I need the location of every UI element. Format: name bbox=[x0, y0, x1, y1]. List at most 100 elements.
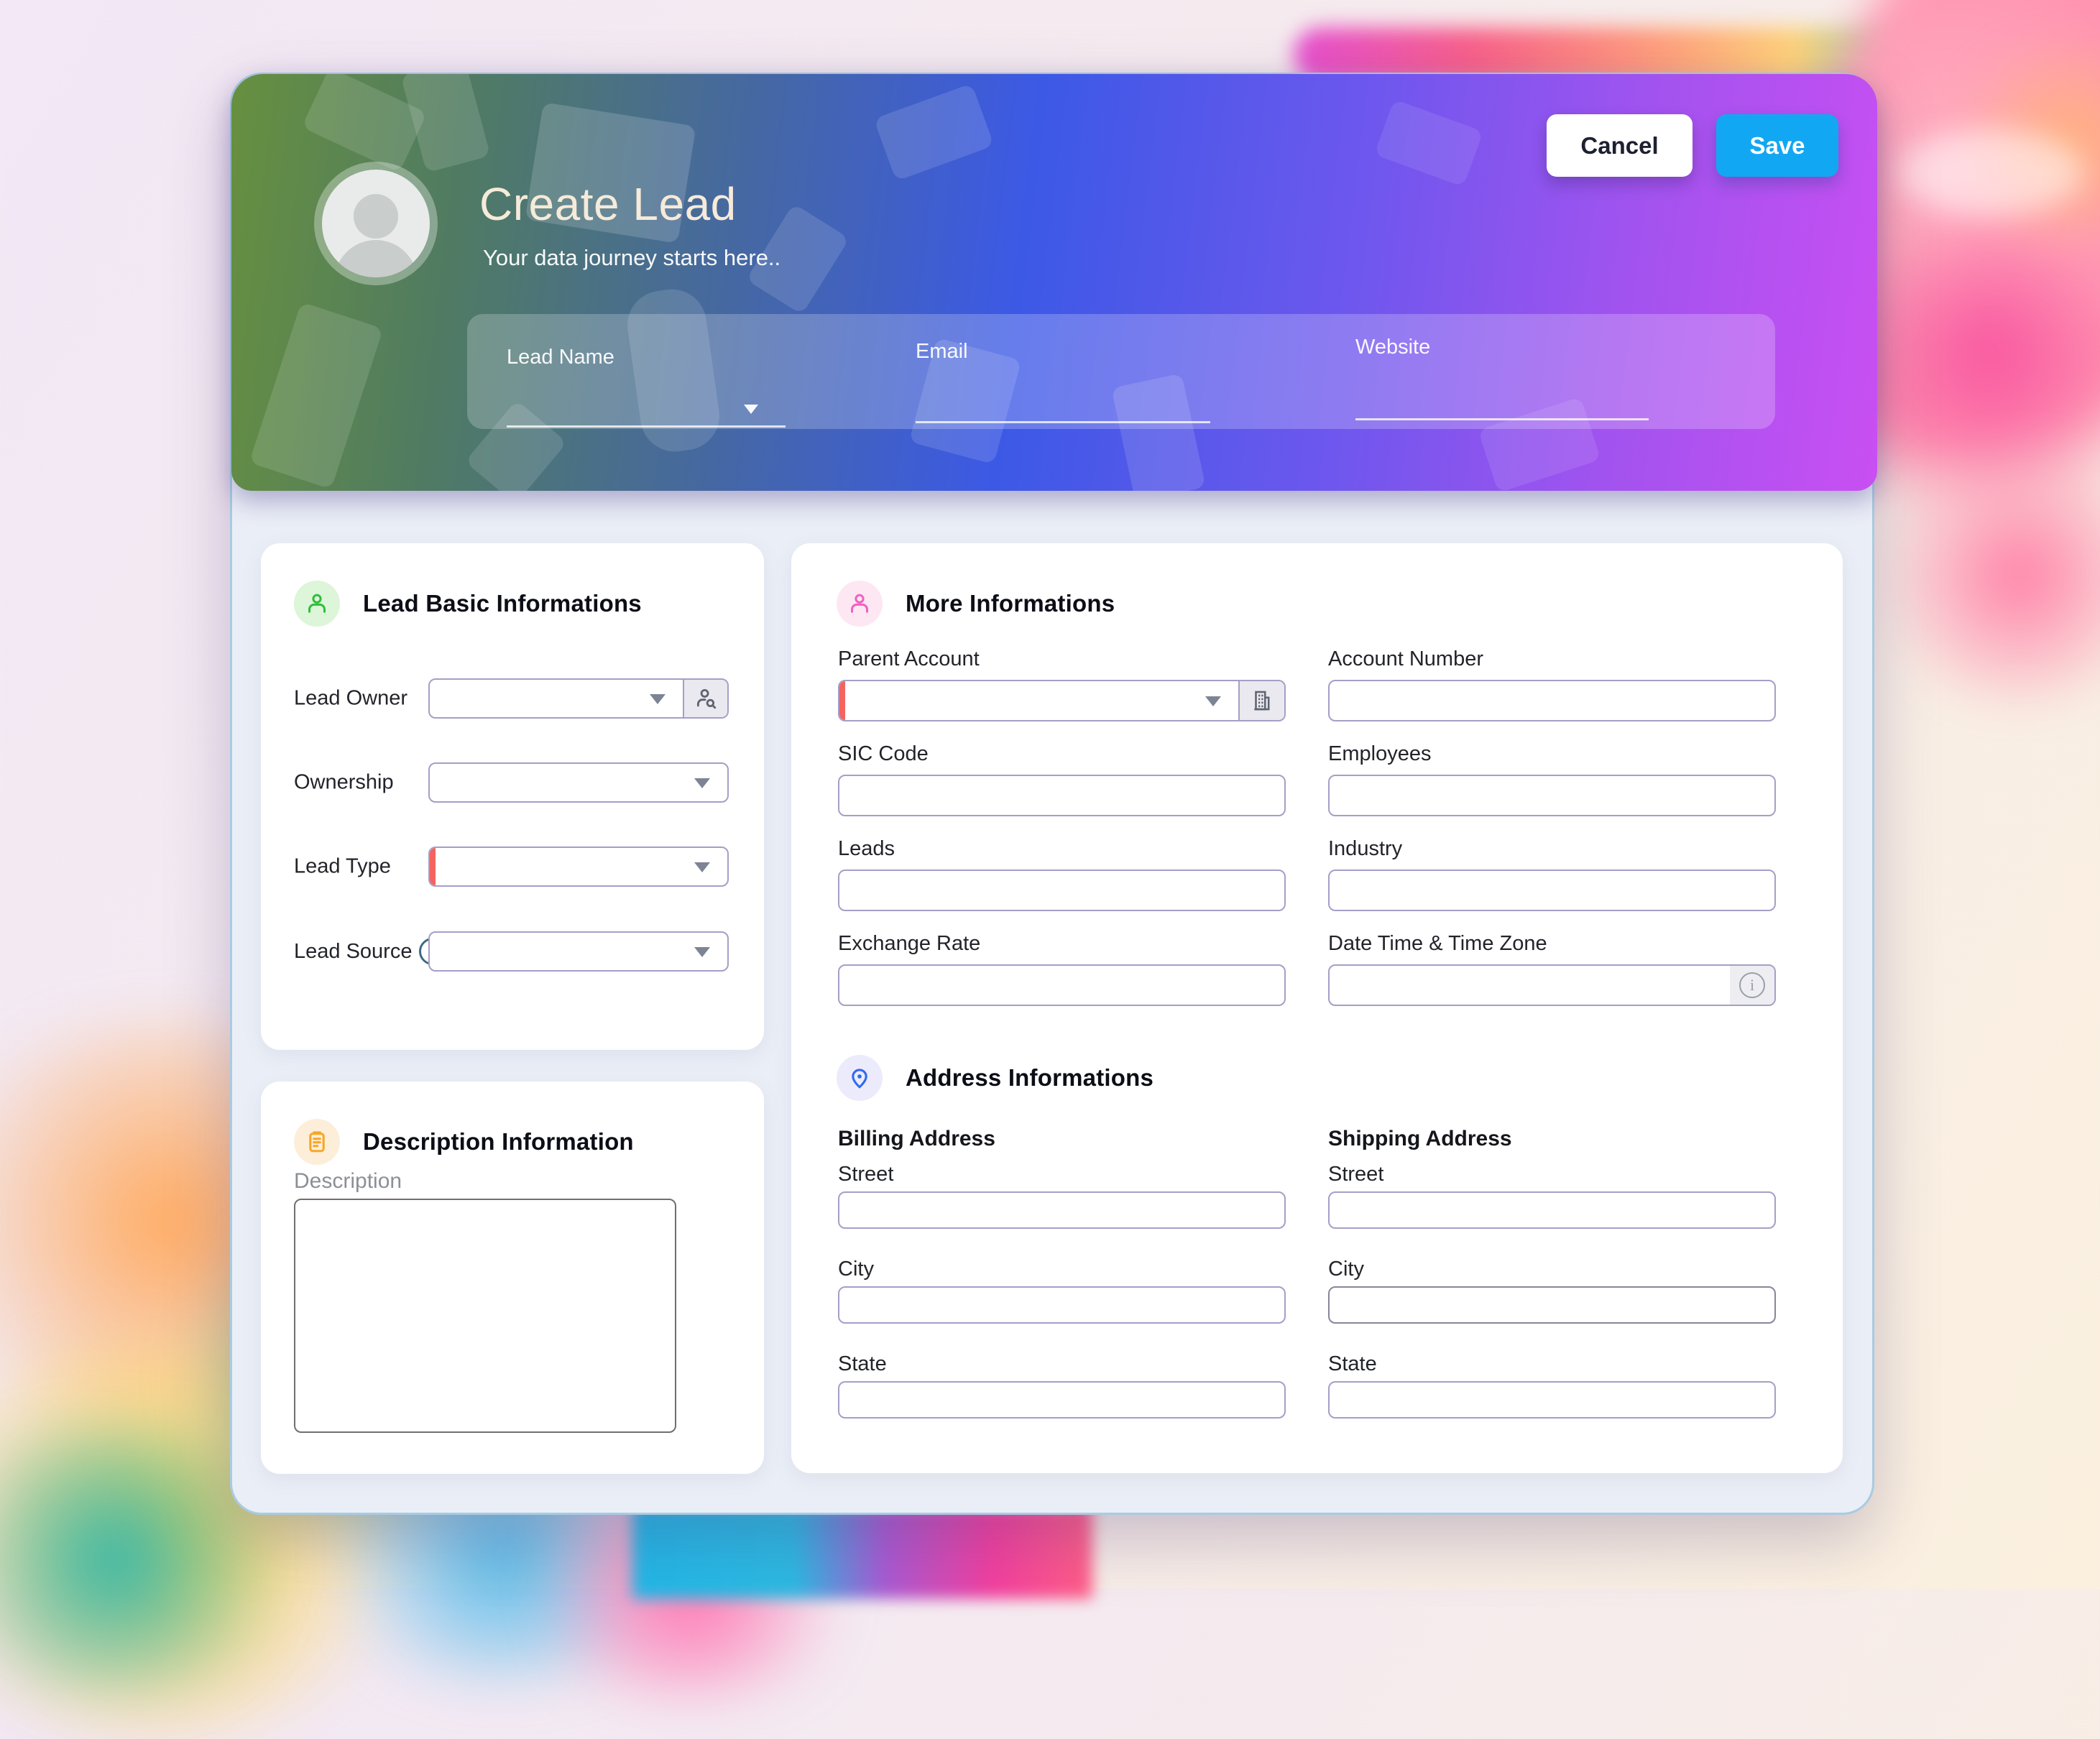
account-number-field[interactable] bbox=[1328, 680, 1776, 721]
sic-code-input[interactable] bbox=[839, 776, 1284, 815]
shipping-street-label: Street bbox=[1328, 1163, 1384, 1186]
shipping-city-label: City bbox=[1328, 1258, 1364, 1281]
lead-owner-lookup-button[interactable] bbox=[683, 680, 727, 717]
user-icon bbox=[294, 581, 340, 627]
chevron-down-icon bbox=[694, 778, 710, 788]
billing-state-field[interactable] bbox=[838, 1381, 1286, 1419]
more-info-card: More Informations Parent Account Account… bbox=[791, 543, 1843, 1473]
employees-input[interactable] bbox=[1330, 776, 1774, 815]
header-actions: Cancel Save bbox=[1547, 114, 1838, 177]
avatar-placeholder-icon bbox=[322, 170, 430, 277]
location-pin-icon bbox=[837, 1055, 883, 1101]
shipping-city-input[interactable] bbox=[1330, 1288, 1774, 1322]
page-title: Create Lead bbox=[479, 178, 737, 230]
billing-state-input[interactable] bbox=[839, 1383, 1284, 1417]
ownership-select[interactable] bbox=[428, 762, 729, 803]
billing-street-field[interactable] bbox=[838, 1191, 1286, 1229]
lead-name-input[interactable] bbox=[507, 402, 786, 428]
description-textarea[interactable] bbox=[294, 1199, 676, 1433]
required-marker bbox=[430, 848, 436, 885]
user-icon bbox=[837, 581, 883, 627]
quick-fields-bar: Lead Name Email Website bbox=[467, 314, 1775, 429]
chevron-down-icon bbox=[650, 694, 666, 704]
industry-label: Industry bbox=[1328, 837, 1403, 860]
lead-owner-input[interactable] bbox=[430, 680, 727, 717]
exchange-rate-label: Exchange Rate bbox=[838, 932, 981, 955]
shipping-street-field[interactable] bbox=[1328, 1191, 1776, 1229]
website-input[interactable] bbox=[1355, 395, 1649, 420]
confetti-shape bbox=[1373, 98, 1484, 188]
ownership-input[interactable] bbox=[430, 764, 727, 801]
lead-source-input[interactable] bbox=[430, 933, 727, 970]
cancel-button[interactable]: Cancel bbox=[1547, 114, 1693, 177]
datetime-field[interactable]: i bbox=[1328, 964, 1776, 1006]
save-button[interactable]: Save bbox=[1716, 114, 1838, 177]
lead-name-label: Lead Name bbox=[507, 346, 614, 369]
employees-label: Employees bbox=[1328, 742, 1432, 765]
billing-city-label: City bbox=[838, 1258, 874, 1281]
sic-code-label: SIC Code bbox=[838, 742, 929, 765]
page-subtitle: Your data journey starts here.. bbox=[483, 245, 781, 270]
confetti-shape bbox=[873, 83, 995, 182]
section-title: More Informations bbox=[906, 590, 1115, 617]
leads-input[interactable] bbox=[839, 871, 1284, 910]
lead-type-label: Lead Type bbox=[294, 854, 391, 878]
ownership-label: Ownership bbox=[294, 770, 394, 794]
building-icon bbox=[1254, 691, 1270, 711]
account-number-input[interactable] bbox=[1330, 681, 1774, 720]
confetti-shape bbox=[249, 302, 384, 489]
exchange-rate-input[interactable] bbox=[839, 966, 1284, 1005]
confetti-shape bbox=[400, 74, 491, 173]
billing-state-label: State bbox=[838, 1352, 887, 1375]
datetime-info-button[interactable]: i bbox=[1730, 966, 1774, 1005]
chevron-down-icon bbox=[694, 947, 710, 957]
shipping-city-field[interactable] bbox=[1328, 1286, 1776, 1324]
parent-account-label: Parent Account bbox=[838, 647, 980, 670]
info-icon: i bbox=[1739, 972, 1765, 998]
shipping-address-title: Shipping Address bbox=[1328, 1127, 1512, 1150]
website-label: Website bbox=[1355, 336, 1431, 359]
create-lead-window: Create Lead Your data journey starts her… bbox=[230, 73, 1877, 1515]
shipping-state-input[interactable] bbox=[1330, 1383, 1774, 1417]
decorative-blob bbox=[1869, 446, 2100, 704]
shipping-state-field[interactable] bbox=[1328, 1381, 1776, 1419]
lead-type-select[interactable] bbox=[428, 847, 729, 887]
decorative-blob bbox=[1840, 216, 2100, 489]
chevron-down-icon bbox=[744, 405, 758, 414]
billing-city-field[interactable] bbox=[838, 1286, 1286, 1324]
leads-field[interactable] bbox=[838, 869, 1286, 911]
employees-field[interactable] bbox=[1328, 775, 1776, 816]
hero-header: Create Lead Your data journey starts her… bbox=[231, 74, 1877, 491]
section-title: Lead Basic Informations bbox=[363, 590, 642, 617]
clipboard-icon bbox=[294, 1119, 340, 1165]
billing-city-input[interactable] bbox=[839, 1288, 1284, 1322]
section-title: Description Information bbox=[363, 1128, 634, 1155]
sic-code-field[interactable] bbox=[838, 775, 1286, 816]
shipping-street-input[interactable] bbox=[1330, 1193, 1774, 1227]
parent-account-select[interactable] bbox=[838, 680, 1286, 721]
datetime-input[interactable] bbox=[1330, 966, 1774, 1005]
lead-owner-label: Lead Owner bbox=[294, 686, 407, 710]
email-label: Email bbox=[916, 340, 968, 363]
description-card: Description Information Description bbox=[261, 1081, 764, 1474]
lead-owner-select[interactable] bbox=[428, 678, 729, 719]
shipping-state-label: State bbox=[1328, 1352, 1377, 1375]
chevron-down-icon bbox=[1205, 696, 1221, 706]
description-label: Description bbox=[294, 1169, 402, 1193]
billing-street-label: Street bbox=[838, 1163, 894, 1186]
email-field: Email bbox=[916, 340, 1210, 423]
billing-street-input[interactable] bbox=[839, 1193, 1284, 1227]
decorative-blob bbox=[1897, 129, 2084, 216]
lead-source-label: Lead Source i bbox=[294, 938, 447, 965]
section-title: Address Informations bbox=[906, 1064, 1154, 1091]
industry-input[interactable] bbox=[1330, 871, 1774, 910]
account-lookup-button[interactable] bbox=[1238, 681, 1284, 720]
lead-type-input[interactable] bbox=[430, 848, 727, 885]
email-input[interactable] bbox=[916, 398, 1210, 423]
exchange-rate-field[interactable] bbox=[838, 964, 1286, 1006]
user-search-icon bbox=[696, 688, 717, 709]
lead-source-select[interactable] bbox=[428, 931, 729, 972]
industry-field[interactable] bbox=[1328, 869, 1776, 911]
billing-address-title: Billing Address bbox=[838, 1127, 995, 1150]
